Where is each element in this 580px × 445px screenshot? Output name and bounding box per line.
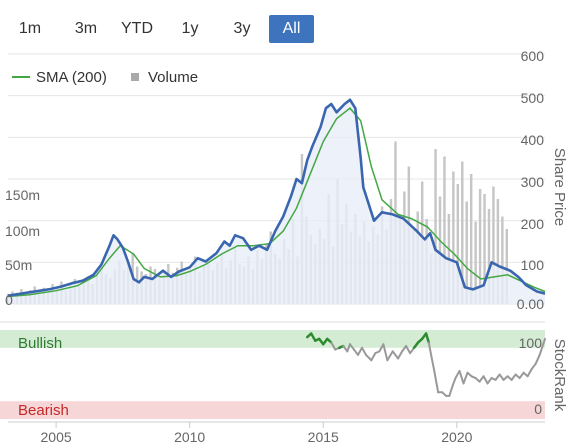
stockrank-segment — [538, 337, 546, 356]
volume-bar — [452, 171, 455, 304]
stockrank-segment — [370, 352, 377, 362]
volume-bar — [496, 199, 500, 304]
legend-volume-label: Volume — [148, 69, 198, 86]
volume-bar — [438, 196, 442, 304]
stockrank-segment — [534, 353, 541, 365]
range-tab-3m[interactable]: 3m — [74, 20, 98, 37]
volume-bar — [505, 229, 509, 304]
price-tick-400: 400 — [521, 132, 545, 148]
right-axis-ticks: 600 500 400 300 200 100 0.00 — [517, 48, 544, 312]
volume-bar — [492, 186, 495, 304]
stockrank-segment — [397, 350, 404, 360]
legend-sma-label: SMA (200) — [36, 69, 107, 86]
share-price-line — [7, 98, 546, 297]
stockrank-tick-100: 100 — [519, 335, 543, 351]
stockrank-segment — [360, 346, 367, 356]
price-tick-500: 500 — [521, 90, 545, 106]
stockrank-segment — [405, 345, 412, 355]
volume-bar — [461, 161, 464, 304]
x-tick-label: 2020 — [441, 429, 472, 445]
stockrank-segment — [530, 362, 537, 371]
stockrank-segment — [348, 343, 355, 351]
stockrank-segment — [382, 343, 389, 362]
stockrank-tick-0: 0 — [534, 401, 542, 417]
stockrank-segment — [482, 375, 489, 385]
volume-tick-100m: 100m — [5, 223, 40, 239]
volume-tick-150m: 150m — [5, 187, 40, 203]
stockrank-segment — [401, 345, 408, 353]
x-tick-label: 2015 — [308, 429, 339, 445]
stockrank-segment — [352, 348, 359, 356]
volume-tick-50m: 50m — [5, 257, 32, 273]
stockrank-segment — [451, 377, 457, 387]
stockrank-line — [305, 332, 546, 397]
stockrank-segment — [518, 371, 525, 380]
price-tick-0: 0.00 — [517, 296, 544, 312]
stockrank-segment — [448, 384, 454, 397]
x-tick-label: 2005 — [41, 429, 72, 445]
volume-bar — [469, 174, 473, 304]
bullish-label: Bullish — [18, 335, 62, 352]
stockrank-segment — [498, 373, 505, 381]
range-tab-3y[interactable]: 3y — [233, 20, 251, 37]
stockrank-segment — [356, 346, 363, 356]
stockrank-segment — [430, 355, 436, 372]
legend: SMA (200) Volume — [12, 69, 198, 86]
stockrank-segment — [386, 350, 394, 362]
stockrank-axis-title: StockRank — [551, 339, 568, 412]
volume-bar — [434, 149, 437, 304]
bearish-label: Bearish — [18, 402, 69, 419]
price-tick-100: 100 — [521, 257, 545, 273]
price-tick-600: 600 — [521, 48, 545, 64]
volume-bar — [487, 209, 491, 304]
volume-tick-0: 0 — [5, 292, 13, 308]
volume-bar — [501, 216, 504, 304]
bearish-band — [0, 401, 545, 419]
volume-bar — [465, 201, 468, 304]
stockrank-segment — [526, 368, 533, 378]
volume-bar — [456, 184, 460, 304]
share-price-axis-title: Share Price — [551, 148, 568, 226]
legend-volume-icon — [131, 73, 139, 81]
stockrank-segment — [458, 369, 465, 385]
stockrank-segment — [330, 341, 337, 351]
range-tab-all[interactable]: All — [269, 15, 314, 43]
price-tick-200: 200 — [521, 216, 545, 232]
range-tab-1y[interactable]: 1y — [181, 20, 199, 37]
stockrank-segment — [462, 371, 469, 385]
stockrank-segment — [365, 353, 373, 362]
stockrank-segment — [346, 343, 351, 353]
price-tick-300: 300 — [521, 174, 545, 190]
volume-bar — [478, 189, 482, 304]
stockrank-segment — [391, 350, 400, 360]
stockrank-segment — [424, 332, 431, 344]
stockrank-segment — [309, 332, 317, 342]
x-axis: 2005 2010 2015 2020 — [8, 421, 545, 445]
stockrank-segment — [510, 373, 517, 381]
range-tab-ytd[interactable]: YTD — [121, 20, 153, 37]
stockrank-segment — [478, 375, 485, 383]
bullish-band — [0, 330, 545, 348]
volume-bar — [443, 156, 446, 304]
volume-bar — [474, 221, 477, 304]
stockrank-segment — [427, 341, 433, 358]
left-axis-ticks: 150m 100m 50m 0 — [5, 187, 40, 308]
stockrank-segment — [433, 369, 440, 394]
volume-bar — [483, 194, 486, 304]
stockrank-segment — [486, 377, 493, 385]
range-tab-1m[interactable]: 1m — [18, 20, 42, 37]
x-tick-label: 2010 — [174, 429, 205, 445]
stockrank-segment — [494, 373, 501, 381]
price-area-fill — [8, 99, 545, 304]
